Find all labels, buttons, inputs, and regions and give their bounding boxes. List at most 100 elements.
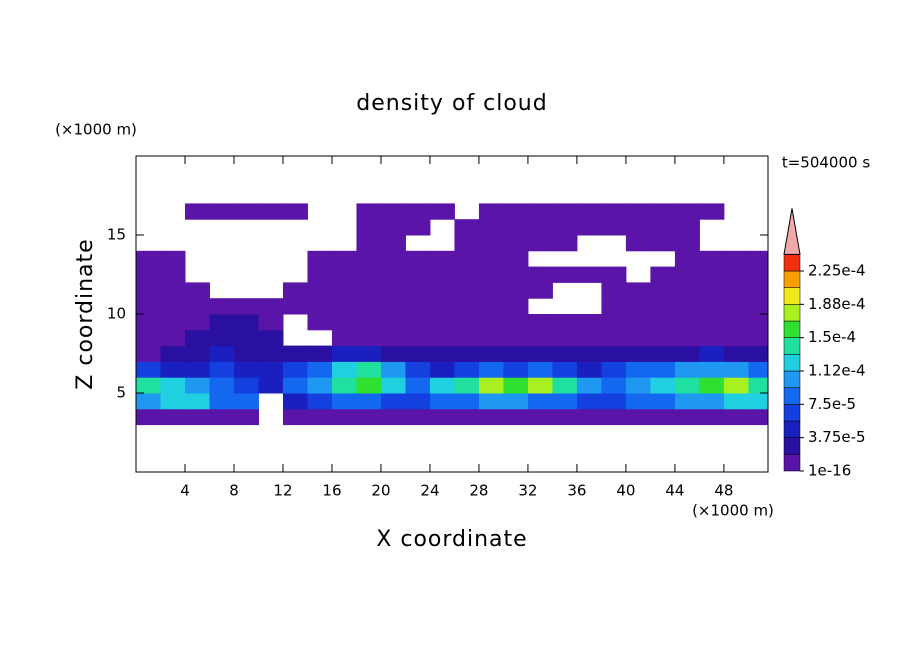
field-cell xyxy=(699,408,725,426)
field-cell xyxy=(723,298,749,315)
colorbar-band xyxy=(783,254,801,272)
field-cell xyxy=(405,250,431,268)
x-tick-label: 24 xyxy=(420,482,439,500)
field-cell xyxy=(258,377,284,394)
field-cell xyxy=(356,314,382,331)
field-cell xyxy=(454,377,480,394)
field-cell xyxy=(184,298,210,315)
y-tick-label: 15 xyxy=(107,226,126,244)
field-cell xyxy=(356,408,382,426)
colorbar-band xyxy=(783,354,801,372)
field-cell xyxy=(674,266,700,283)
field-cell xyxy=(454,219,480,236)
field-cell xyxy=(674,298,700,315)
field-cell xyxy=(356,250,382,268)
field-cell xyxy=(258,361,284,378)
field-cell xyxy=(454,408,480,426)
field-cell xyxy=(380,266,406,283)
field-cell xyxy=(356,266,382,283)
field-cell xyxy=(136,314,161,331)
field-cell xyxy=(282,408,308,426)
field-cell xyxy=(429,393,455,410)
field-cell xyxy=(160,298,186,315)
field-cell xyxy=(478,377,504,394)
field-cell xyxy=(601,219,627,236)
colorbar-band xyxy=(783,320,801,338)
field-cell xyxy=(429,250,455,268)
field-cell xyxy=(748,393,769,410)
field-cell xyxy=(380,250,406,268)
field-cell xyxy=(674,393,700,410)
field-cell xyxy=(478,219,504,236)
field-cell xyxy=(699,298,725,315)
field-cell xyxy=(699,377,725,394)
field-cell xyxy=(331,282,357,299)
field-cell xyxy=(576,219,602,236)
field-cell xyxy=(405,377,431,394)
field-cell xyxy=(454,314,480,331)
field-cell xyxy=(209,329,235,347)
field-cell xyxy=(601,329,627,347)
colorbar-band xyxy=(783,420,801,438)
field-cell xyxy=(380,203,406,220)
field-cell xyxy=(405,203,431,220)
y-axis-label: Z coordinate xyxy=(73,238,98,389)
field-cell xyxy=(184,408,210,426)
field-cell xyxy=(429,377,455,394)
field-cell xyxy=(527,219,553,236)
field-cell xyxy=(552,235,578,252)
field-cell xyxy=(258,345,284,362)
field-cell xyxy=(405,408,431,426)
field-cell xyxy=(380,393,406,410)
field-cell xyxy=(136,361,161,378)
field-cell xyxy=(380,235,406,252)
field-cell xyxy=(650,298,676,315)
field-cell xyxy=(527,266,553,283)
field-cell xyxy=(184,393,210,410)
field-cell xyxy=(331,361,357,378)
field-cell xyxy=(356,393,382,410)
field-cell xyxy=(429,361,455,378)
field-cell xyxy=(625,203,651,220)
field-cell xyxy=(356,377,382,394)
field-cell xyxy=(601,393,627,410)
field-cell xyxy=(503,235,529,252)
colorbar-band xyxy=(783,287,801,305)
x-tick-label: 44 xyxy=(665,482,684,500)
field-cell xyxy=(380,345,406,362)
field-cell xyxy=(380,314,406,331)
field-cell xyxy=(331,377,357,394)
field-cell xyxy=(576,266,602,283)
colorbar-band xyxy=(783,304,801,322)
field-cell xyxy=(723,266,749,283)
field-cell xyxy=(209,203,235,220)
colorbar-band xyxy=(783,404,801,422)
field-cell xyxy=(282,361,308,378)
field-cell xyxy=(650,377,676,394)
x-tick-label: 12 xyxy=(273,482,292,500)
field-cell xyxy=(184,282,210,299)
field-cell xyxy=(503,329,529,347)
field-cell xyxy=(723,250,749,268)
field-cell xyxy=(478,250,504,268)
field-cell xyxy=(625,235,651,252)
field-cell xyxy=(160,329,186,347)
colorbar-band xyxy=(783,437,801,455)
field-cell xyxy=(478,298,504,315)
field-cell xyxy=(184,203,210,220)
field-cell xyxy=(233,361,259,378)
field-cell xyxy=(723,393,749,410)
field-cell xyxy=(552,361,578,378)
field-cell xyxy=(674,408,700,426)
field-cell xyxy=(160,266,186,283)
field-cell xyxy=(258,203,284,220)
field-cell xyxy=(650,345,676,362)
field-cell xyxy=(454,393,480,410)
field-cell xyxy=(552,219,578,236)
colorbar-band xyxy=(783,454,801,472)
field-cell xyxy=(527,377,553,394)
field-cell xyxy=(699,361,725,378)
field-cell xyxy=(454,345,480,362)
field-cell xyxy=(748,329,769,347)
field-cell xyxy=(576,361,602,378)
